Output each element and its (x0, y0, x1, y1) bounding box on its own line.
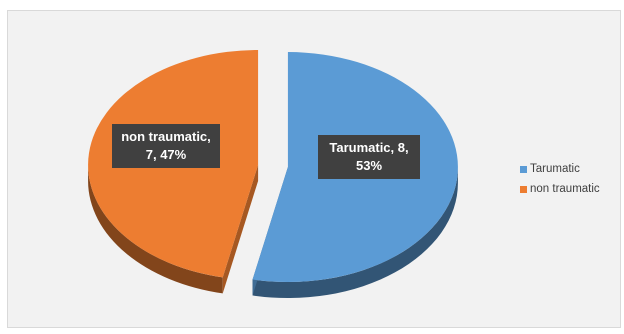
pie-side-non-traumatic (88, 164, 223, 294)
legend-swatch-tarumatic (520, 165, 527, 173)
data-label-tarumatic: Tarumatic, 8, 53% (318, 135, 420, 179)
pie-slice-non-traumatic (88, 49, 259, 294)
data-label-non-traumatic-line-1: non traumatic, (121, 129, 211, 144)
legend-label-tarumatic: Tarumatic (530, 163, 580, 175)
data-label-non-traumatic: non traumatic, 7, 47% (112, 124, 220, 168)
chart-area: Tarumatic, 8, 53% non traumatic, 7, 47% … (7, 10, 621, 328)
legend-item-non-traumatic: non traumatic (520, 179, 600, 199)
pie-face-non-traumatic (222, 164, 259, 294)
data-label-non-traumatic-line-2: 7, 47% (145, 147, 187, 162)
pie-side-tarumatic (252, 167, 458, 299)
data-label-tarumatic-line-1: Tarumatic, 8, (329, 140, 409, 155)
legend: Tarumatic non traumatic (520, 159, 600, 199)
legend-label-non-traumatic: non traumatic (530, 183, 600, 195)
legend-swatch-non-traumatic (520, 185, 527, 193)
legend-item-tarumatic: Tarumatic (520, 159, 600, 179)
data-label-tarumatic-line-2: 53% (355, 158, 383, 173)
